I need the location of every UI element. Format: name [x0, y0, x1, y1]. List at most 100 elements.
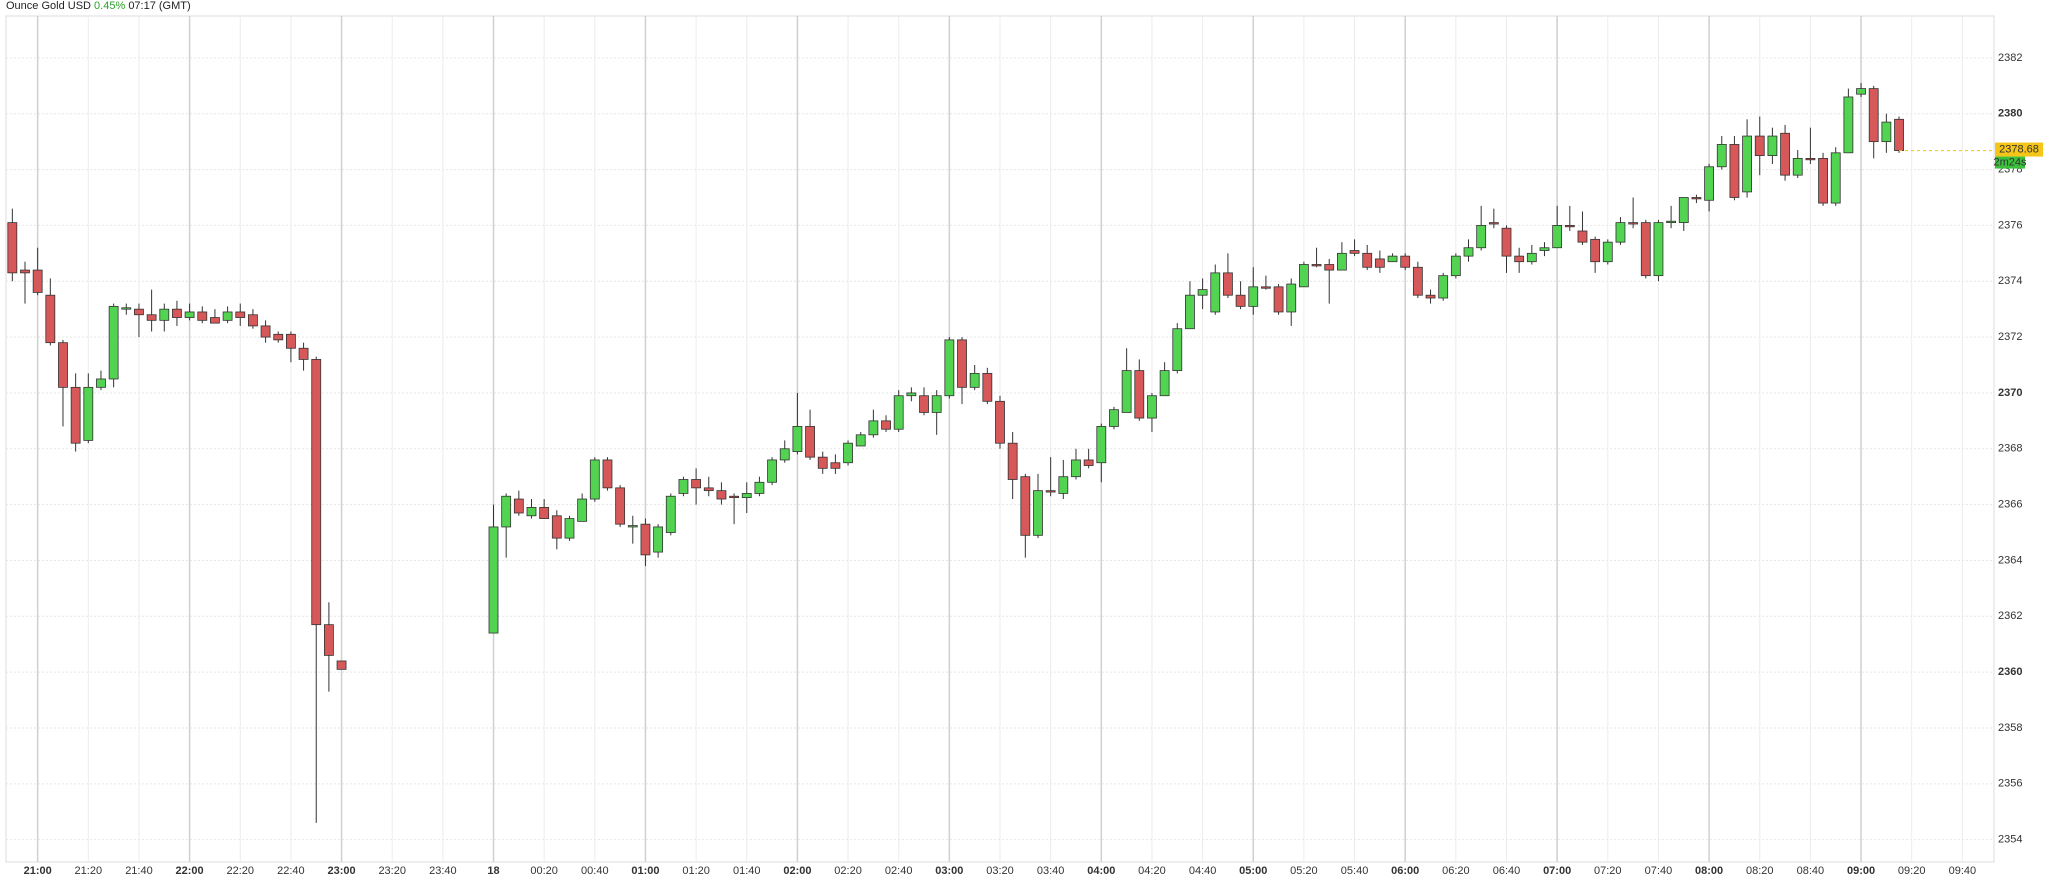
price-tag	[1995, 142, 2043, 157]
candle-body	[1324, 264, 1335, 271]
candle-body	[982, 372, 993, 402]
x-tick-label: 09:40	[1949, 865, 1977, 877]
candle-body	[1539, 247, 1550, 251]
x-tick-label: 05:00	[1239, 865, 1267, 877]
candle-body	[1096, 426, 1107, 464]
candle-body	[741, 493, 752, 499]
x-tick-label: 00:20	[530, 865, 558, 877]
candle-body	[1336, 252, 1347, 271]
candle-body	[703, 487, 714, 492]
candle-body	[957, 339, 967, 388]
y-tick-label: 2382	[1998, 52, 2022, 64]
candle-body	[1362, 252, 1373, 268]
x-tick-label: 03:00	[935, 865, 963, 877]
change: 0.45%	[94, 0, 126, 12]
candle-body	[1602, 241, 1613, 263]
candle-body	[627, 525, 638, 528]
y-tick-label: 2380	[1998, 108, 2022, 120]
x-tick-label: 07:20	[1594, 865, 1622, 877]
candle-body	[906, 392, 917, 397]
candle-body	[817, 456, 828, 469]
candle-body	[1742, 135, 1752, 193]
time: 07:17 (GMT)	[128, 0, 191, 12]
candle-body	[855, 434, 866, 447]
candle-body	[1412, 266, 1423, 296]
x-tick-label: 22:20	[226, 865, 254, 877]
candle-body	[1894, 118, 1904, 151]
candle-body	[767, 459, 777, 483]
candle-body	[653, 526, 664, 553]
candle-body	[1590, 238, 1601, 263]
countdown-tag	[1995, 156, 2025, 169]
x-tick-label: 02:00	[783, 865, 811, 877]
candle-body	[1349, 250, 1360, 254]
candle-body	[1868, 88, 1879, 143]
x-tick-label: 23:20	[378, 865, 406, 877]
x-tick-label: 03:40	[1037, 865, 1065, 877]
candle-body	[1729, 144, 1740, 198]
candle-body	[1818, 157, 1828, 204]
candle-body	[881, 420, 891, 430]
candle-body	[210, 317, 220, 324]
header: Ounce Gold USD 0.45% 07:17 (GMT)	[6, 0, 191, 12]
candle-body	[1653, 222, 1664, 277]
candle-body	[1830, 152, 1841, 204]
candle-body	[323, 624, 334, 656]
price-tag-label: 2378.68	[1999, 143, 2039, 155]
x-tick-label: 18	[487, 865, 499, 877]
candle-body	[1147, 395, 1157, 419]
candle-body	[121, 307, 132, 310]
candle-body	[1881, 121, 1892, 143]
candle-body	[58, 342, 68, 388]
candle-body	[843, 442, 853, 464]
candle-body	[1185, 294, 1195, 330]
candle-body	[1514, 255, 1525, 263]
x-tick-label: 05:40	[1341, 865, 1369, 877]
candle-body	[1197, 289, 1208, 296]
candle-body	[1058, 476, 1069, 494]
candle-body	[805, 426, 815, 458]
y-tick-label: 2372	[1998, 331, 2022, 343]
candle-body	[716, 490, 727, 500]
candle-body	[944, 339, 955, 397]
candle-body	[1109, 409, 1119, 427]
candle-body	[1425, 294, 1436, 299]
y-tick-label: 2354	[1998, 834, 2022, 846]
countdown-label: 2m24s	[1993, 156, 2027, 168]
x-tick-label: 06:20	[1442, 865, 1470, 877]
x-tick-label: 04:00	[1087, 865, 1115, 877]
candle-body	[1450, 255, 1461, 277]
y-tick-label: 2364	[1998, 554, 2022, 566]
candle-body	[754, 481, 765, 494]
candle-body	[969, 372, 980, 388]
candle-body	[1615, 222, 1626, 243]
candle-body	[1311, 264, 1322, 267]
candle-body	[919, 395, 929, 413]
candle-body	[1628, 222, 1639, 225]
x-tick-label: 02:40	[885, 865, 913, 877]
candle-body	[1083, 459, 1094, 466]
candle-body	[589, 459, 600, 500]
candle-body	[222, 311, 233, 321]
candle-body	[1298, 264, 1309, 288]
candle-body	[792, 426, 803, 452]
y-tick-label: 2356	[1998, 778, 2022, 790]
candle-body	[7, 222, 18, 274]
x-tick-label: 21:40	[125, 865, 153, 877]
x-tick-label: 02:20	[834, 865, 862, 877]
candle-body	[32, 269, 43, 293]
x-tick-label: 06:00	[1391, 865, 1419, 877]
x-tick-label: 22:40	[277, 865, 305, 877]
x-tick-label: 08:40	[1797, 865, 1825, 877]
candle-body	[602, 459, 613, 489]
candle-body	[779, 448, 790, 461]
candle-body	[235, 311, 246, 318]
y-tick-label: 2360	[1998, 666, 2022, 678]
instrument-title: Ounce Gold USD	[6, 0, 91, 12]
candle-body	[1564, 225, 1575, 228]
candle-body	[96, 378, 106, 388]
candle-body	[1856, 88, 1866, 95]
candle-body	[1438, 275, 1449, 299]
candle-body	[1678, 197, 1689, 224]
